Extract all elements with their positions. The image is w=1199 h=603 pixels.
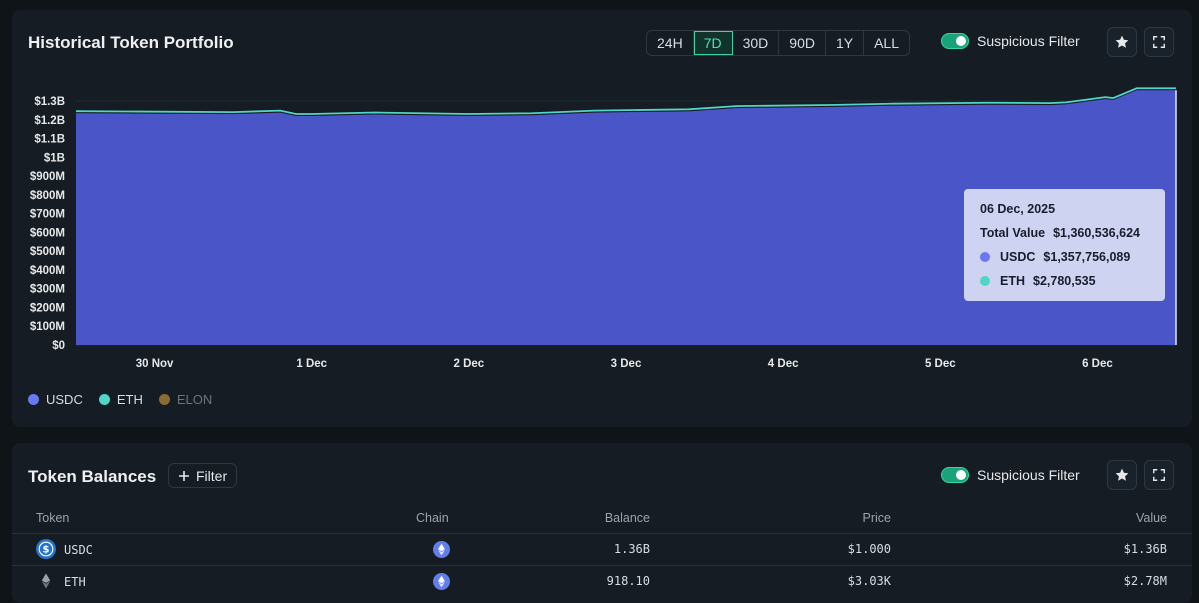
column-header-value[interactable]: Value xyxy=(1135,511,1167,525)
legend-dot-usdc xyxy=(28,394,39,405)
x-tick-label: 5 Dec xyxy=(925,358,956,370)
token-balances-table: Token Chain Balance Price Value $ USDC 1… xyxy=(12,505,1192,597)
suspicious-filter-label: Suspicious Filter xyxy=(977,33,1080,49)
portfolio-chart-panel: Historical Token Portfolio 24H 7D 30D 90… xyxy=(12,10,1192,427)
usdc-coin-icon: $ xyxy=(36,539,56,559)
add-filter-button[interactable]: Filter xyxy=(168,463,238,488)
y-tick-label: $100M xyxy=(30,321,65,333)
suspicious-filter-label: Suspicious Filter xyxy=(977,467,1080,483)
time-range-selector: 24H 7D 30D 90D 1Y ALL xyxy=(646,30,911,56)
svg-text:$: $ xyxy=(43,545,50,556)
y-tick-label: $800M xyxy=(30,190,65,202)
legend-dot-elon xyxy=(158,394,170,405)
ethereum-icon xyxy=(433,541,450,558)
token-value: $1.36B xyxy=(1123,542,1167,556)
x-tick-label: 2 Dec xyxy=(454,358,485,370)
y-tick-label: $1.3B xyxy=(34,96,65,108)
chart-tooltip: 06 Dec, 2025 Total Value $1,360,536,624 … xyxy=(964,189,1165,301)
table-row[interactable]: $ USDC 1.36B $1.000 $1.36B xyxy=(12,533,1192,565)
y-tick-label: $900M xyxy=(30,171,65,183)
legend-label: USDC xyxy=(46,392,83,407)
filter-label: Filter xyxy=(196,467,228,484)
suspicious-filter-toggle[interactable] xyxy=(941,467,969,483)
chart-areas xyxy=(75,87,1177,345)
fullscreen-icon xyxy=(1153,469,1165,481)
token-price: $3.03K xyxy=(847,574,891,588)
tooltip-usdc-label: USDC xyxy=(1000,250,1036,264)
range-button-90d[interactable]: 90D xyxy=(779,31,826,55)
legend-item-usdc[interactable]: USDC xyxy=(28,392,83,407)
panel-title: Historical Token Portfolio xyxy=(28,33,234,52)
star-icon xyxy=(1115,468,1129,481)
column-header-chain[interactable]: Chain xyxy=(416,511,449,525)
token-balances-panel: Token Balances Filter Suspicious Filter … xyxy=(12,443,1192,603)
series-line-eth[interactable] xyxy=(75,87,1176,115)
legend-dot-eth xyxy=(98,394,110,405)
tooltip-eth-dot xyxy=(980,276,990,286)
x-tick-label: 30 Nov xyxy=(136,358,174,370)
y-tick-label: $1.2B xyxy=(34,115,65,127)
token-price: $1.000 xyxy=(847,542,891,556)
suspicious-filter-control: Suspicious Filter xyxy=(941,467,1080,483)
y-tick-label: $300M xyxy=(30,284,65,296)
y-tick-label: $700M xyxy=(30,209,65,221)
token-name: USDC xyxy=(64,543,93,557)
legend-label: ETH xyxy=(116,392,143,407)
column-header-token[interactable]: Token xyxy=(36,511,70,525)
legend-item-elon[interactable]: ELON xyxy=(158,392,213,407)
tooltip-eth-label: ETH xyxy=(1000,274,1025,288)
tooltip-total-value: $1,360,536,624 xyxy=(1053,226,1140,240)
eth-coin-icon xyxy=(41,573,51,589)
tooltip-usdc-dot xyxy=(980,252,990,262)
token-value: $2.78M xyxy=(1123,574,1167,588)
tooltip-total-label: Total Value xyxy=(980,226,1046,240)
range-button-7d[interactable]: 7D xyxy=(693,31,733,55)
tooltip-usdc-value: $1,357,756,089 xyxy=(1043,250,1131,264)
panel-title: Token Balances xyxy=(28,467,157,486)
y-axis: $0 $100M $200M $300M $400M $500M $600M $700M $80… xyxy=(30,96,65,352)
tooltip-eth-value: $2,780,535 xyxy=(1033,274,1096,288)
range-button-30d[interactable]: 30D xyxy=(733,31,780,55)
token-name: ETH xyxy=(64,575,86,589)
legend-item-eth[interactable]: ETH xyxy=(98,392,143,407)
x-tick-label: 3 Dec xyxy=(611,358,642,370)
ethereum-icon xyxy=(433,573,450,590)
x-tick-label: 4 Dec xyxy=(768,358,799,370)
y-tick-label: $400M xyxy=(30,265,65,277)
y-tick-label: $1B xyxy=(44,152,65,164)
favorite-button[interactable] xyxy=(1107,460,1137,490)
y-tick-label: $600M xyxy=(30,227,65,239)
favorite-button[interactable] xyxy=(1107,27,1137,57)
fullscreen-button[interactable] xyxy=(1144,460,1174,490)
range-button-24h[interactable]: 24H xyxy=(647,31,694,55)
token-balance: 1.36B xyxy=(613,542,650,556)
series-area-usdc[interactable] xyxy=(76,90,1176,345)
token-balance: 918.10 xyxy=(606,574,650,588)
suspicious-filter-toggle[interactable] xyxy=(941,33,969,49)
tooltip-date: 06 Dec, 2025 xyxy=(980,202,1056,216)
portfolio-area-chart[interactable]: $0 $100M $200M $300M $400M $500M $600M $700M $80… xyxy=(12,10,1192,390)
table-header: Token Chain Balance Price Value xyxy=(12,505,1192,533)
legend-label: ELON xyxy=(176,392,213,407)
plus-icon xyxy=(179,470,189,481)
x-axis: 30 Nov 1 Dec 2 Dec 3 Dec 4 Dec 5 Dec 6 Dec xyxy=(136,358,1114,370)
fullscreen-button[interactable] xyxy=(1144,27,1174,57)
x-tick-label: 1 Dec xyxy=(296,358,327,370)
y-tick-label: $200M xyxy=(30,302,65,314)
range-button-all[interactable]: ALL xyxy=(874,35,900,51)
x-tick-label: 6 Dec xyxy=(1082,358,1113,370)
y-tick-label: $0 xyxy=(52,340,65,352)
column-header-price[interactable]: Price xyxy=(862,511,891,525)
table-row[interactable]: ETH 918.10 $3.03K $2.78M xyxy=(12,565,1192,597)
suspicious-filter-control: Suspicious Filter xyxy=(941,33,1080,49)
column-header-balance[interactable]: Balance xyxy=(604,511,650,525)
chart-legend: USDC ETH ELON xyxy=(28,392,212,407)
y-tick-label: $500M xyxy=(30,246,65,258)
range-button-1y[interactable]: 1Y xyxy=(826,31,865,55)
y-tick-label: $1.1B xyxy=(34,134,65,146)
star-icon xyxy=(1115,35,1129,48)
fullscreen-icon xyxy=(1153,36,1165,48)
